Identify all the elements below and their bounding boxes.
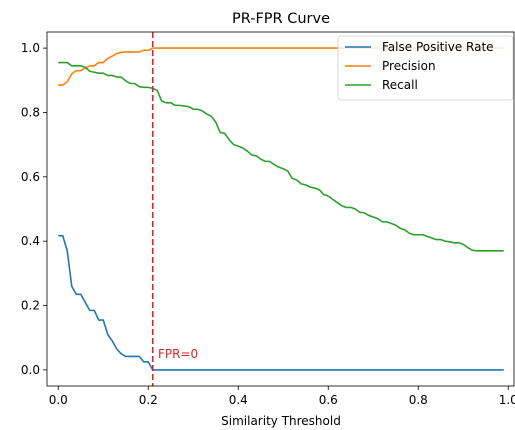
chart-title: PR-FPR Curve xyxy=(232,11,330,27)
legend-label: Recall xyxy=(382,78,418,92)
y-tick-label: 0.8 xyxy=(21,105,40,119)
x-tick-label: 0.6 xyxy=(319,393,338,407)
legend-box xyxy=(337,35,514,101)
x-tick-label: 0.2 xyxy=(139,393,158,407)
y-tick-label: 0.2 xyxy=(21,299,40,313)
y-tick-label: 0.6 xyxy=(21,170,40,184)
legend-label: Precision xyxy=(382,59,436,73)
legend: False Positive Rate Precision Recall xyxy=(337,35,514,101)
series-line-3 xyxy=(58,61,504,252)
x-tick-label: 1.0 xyxy=(499,393,515,407)
plot-area: FPR=0 xyxy=(58,32,504,386)
y-tick-label: 0.4 xyxy=(21,234,40,248)
x-tick-label: 0.0 xyxy=(49,393,68,407)
series-line-1 xyxy=(58,234,504,371)
x-tick-label: 0.4 xyxy=(229,393,248,407)
fpr-zero-annotation: FPR=0 xyxy=(158,347,198,361)
axes: 0.0 0.2 0.4 0.6 0.8 1.0 0.0 0.2 0.4 0.6 0.8 1.0 xyxy=(21,31,515,407)
series-line-2 xyxy=(58,47,504,86)
x-tick-label: 0.8 xyxy=(409,393,428,407)
legend-label: False Positive Rate xyxy=(382,40,494,54)
x-axis-label: Similarity Threshold xyxy=(221,414,341,428)
axes-frame xyxy=(46,31,515,387)
y-tick-label: 1.0 xyxy=(21,41,40,55)
y-tick-label: 0.0 xyxy=(21,363,40,377)
